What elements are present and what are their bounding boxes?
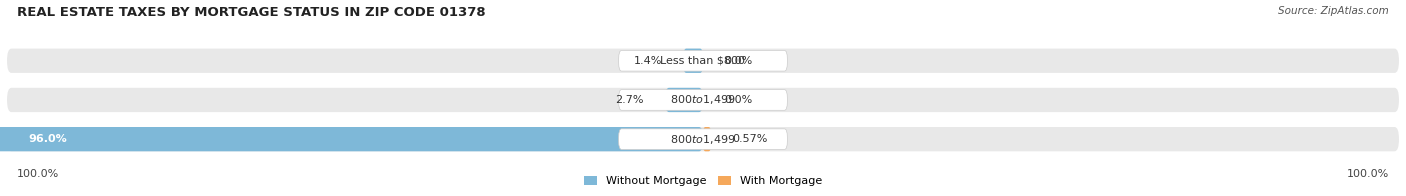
Text: 96.0%: 96.0% bbox=[28, 134, 67, 144]
Text: Less than $800: Less than $800 bbox=[661, 56, 745, 66]
FancyBboxPatch shape bbox=[703, 127, 711, 151]
FancyBboxPatch shape bbox=[683, 49, 703, 73]
FancyBboxPatch shape bbox=[665, 88, 703, 112]
FancyBboxPatch shape bbox=[619, 90, 787, 110]
FancyBboxPatch shape bbox=[7, 127, 1399, 151]
Text: $800 to $1,499: $800 to $1,499 bbox=[671, 133, 735, 146]
FancyBboxPatch shape bbox=[0, 127, 703, 151]
Text: 100.0%: 100.0% bbox=[17, 169, 59, 179]
Text: 2.7%: 2.7% bbox=[616, 95, 644, 105]
Text: 100.0%: 100.0% bbox=[1347, 169, 1389, 179]
FancyBboxPatch shape bbox=[7, 88, 1399, 112]
Text: 0.0%: 0.0% bbox=[724, 95, 752, 105]
Text: 0.0%: 0.0% bbox=[724, 56, 752, 66]
FancyBboxPatch shape bbox=[7, 49, 1399, 73]
Text: Source: ZipAtlas.com: Source: ZipAtlas.com bbox=[1278, 6, 1389, 16]
Text: REAL ESTATE TAXES BY MORTGAGE STATUS IN ZIP CODE 01378: REAL ESTATE TAXES BY MORTGAGE STATUS IN … bbox=[17, 6, 485, 19]
FancyBboxPatch shape bbox=[619, 129, 787, 150]
FancyBboxPatch shape bbox=[619, 50, 787, 71]
Text: 0.57%: 0.57% bbox=[733, 134, 768, 144]
Legend: Without Mortgage, With Mortgage: Without Mortgage, With Mortgage bbox=[579, 171, 827, 191]
Text: $800 to $1,499: $800 to $1,499 bbox=[671, 93, 735, 106]
Text: 1.4%: 1.4% bbox=[634, 56, 662, 66]
